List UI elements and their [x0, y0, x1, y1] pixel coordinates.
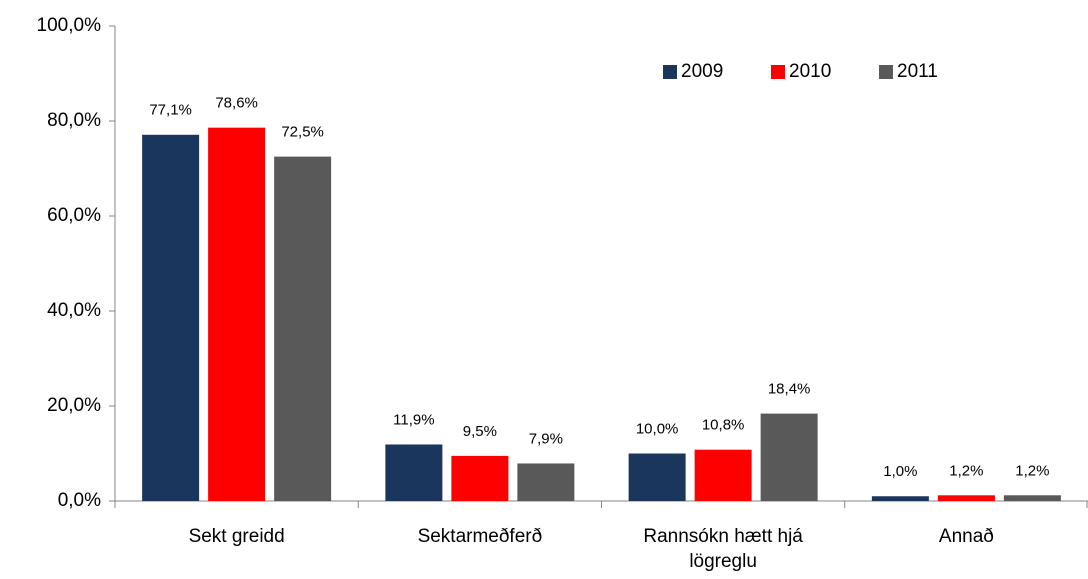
y-tick-label: 40,0%: [47, 300, 101, 321]
legend-label: 2010: [789, 61, 831, 82]
bar: [208, 127, 266, 502]
y-tick-label: 60,0%: [47, 205, 101, 226]
legend-label: 2009: [681, 61, 723, 82]
x-tick-label: Sekt greidd: [188, 526, 285, 547]
bar: [385, 444, 443, 501]
y-tick-label: 100,0%: [37, 15, 102, 36]
legend-swatch: [663, 65, 677, 79]
bar: [451, 455, 509, 501]
x-tick-label: Annað: [938, 526, 994, 547]
data-label: 11,9%: [393, 411, 434, 428]
data-label: 1,2%: [1015, 462, 1049, 479]
data-label: 1,0%: [883, 463, 917, 480]
y-tick-label: 80,0%: [47, 110, 101, 131]
bar: [517, 463, 575, 501]
bar: [628, 453, 686, 501]
legend-swatch: [771, 65, 785, 79]
bar: [1003, 495, 1061, 501]
y-tick-label: 20,0%: [47, 395, 101, 416]
bar: [937, 495, 995, 501]
y-tick-label: 0,0%: [58, 490, 101, 511]
legend-label: 2011: [897, 61, 938, 82]
data-label: 7,9%: [529, 430, 563, 447]
bar: [760, 413, 818, 501]
legend-swatch: [879, 65, 893, 79]
data-label: 18,4%: [768, 381, 811, 398]
data-label: 1,2%: [949, 462, 983, 479]
bar: [142, 134, 200, 501]
bar: [694, 449, 752, 501]
data-label: 77,1%: [149, 102, 192, 119]
data-label: 78,6%: [215, 95, 258, 112]
x-tick-label: Sektarmeðferð: [417, 526, 543, 547]
data-label: 10,0%: [636, 420, 679, 437]
data-label: 10,8%: [702, 417, 745, 434]
x-tick-label: Rannsókn hætt hjá lögreglu: [643, 526, 803, 572]
data-label: 9,5%: [463, 423, 497, 440]
bar: [274, 156, 332, 501]
bar: [871, 496, 929, 501]
data-label: 72,5%: [281, 124, 324, 141]
